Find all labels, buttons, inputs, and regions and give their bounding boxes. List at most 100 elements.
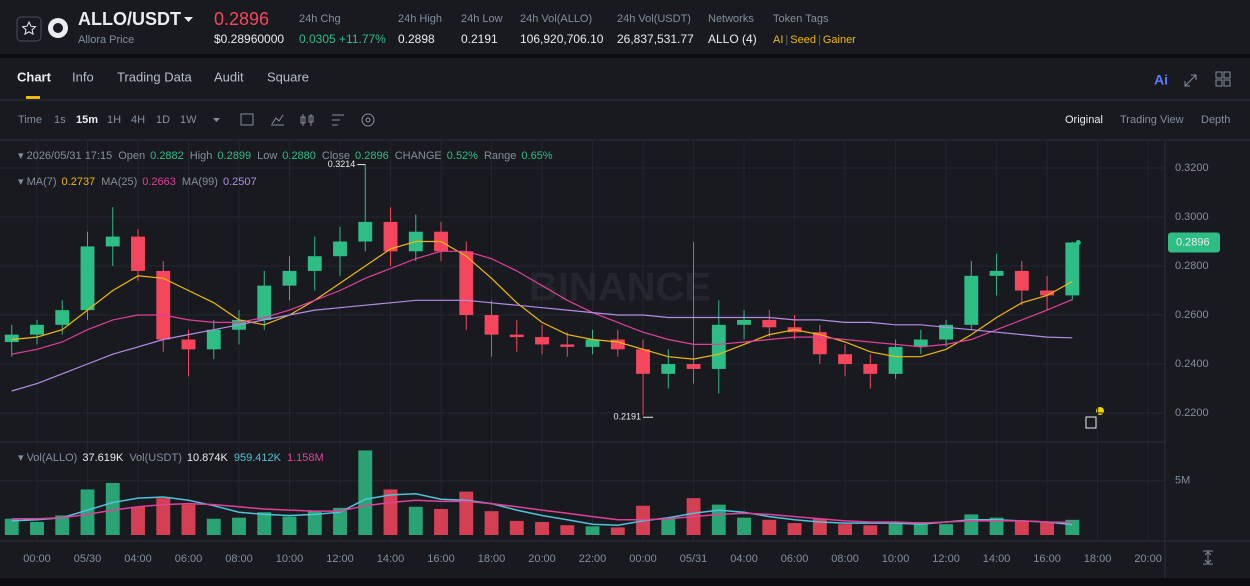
indicator-icon[interactable] (271, 114, 284, 126)
volume-bar (55, 515, 70, 535)
volume-bar (282, 516, 297, 535)
volume-bar (585, 526, 600, 535)
legend-label: Close (322, 150, 350, 162)
y-tick-label: 5M (1175, 475, 1190, 487)
candle-body (939, 324, 954, 340)
candle-body (989, 270, 1004, 276)
volume-bar (408, 506, 423, 535)
more-intervals[interactable] (213, 118, 220, 122)
candle-body (181, 339, 196, 350)
ohlc-legend: ▾ 2026/05/31 17:15 Open 0.2882 High 0.2899 Lo… (18, 150, 553, 162)
x-tick-label: 22:00 (579, 553, 607, 565)
candle-body (585, 339, 600, 347)
legend-value: 0.2737 (62, 176, 96, 188)
volume-bar (535, 521, 549, 535)
stat-value: 26,837,531.77 (617, 32, 694, 46)
volume-bar (232, 517, 246, 535)
fullscreen-icon[interactable] (1184, 74, 1197, 87)
candle-body (206, 329, 221, 350)
volume-bar (358, 450, 373, 535)
target-icon[interactable] (361, 113, 375, 127)
candle-body (282, 270, 297, 286)
candle-body (358, 221, 373, 242)
y-tick-label: 0.2800 (1175, 260, 1209, 272)
collapse-icon: ▾ (18, 452, 27, 464)
volume-bar (964, 514, 979, 535)
interval[interactable]: 1s (54, 114, 66, 126)
tag-separator: | (785, 34, 788, 46)
subtitle[interactable]: Allora Price (78, 34, 134, 46)
layout-icon (1223, 71, 1231, 79)
active-tab-underline (26, 96, 40, 99)
candle-body (333, 241, 347, 257)
layout-icon[interactable] (1215, 71, 1223, 79)
legend-value: 0.2899 (217, 150, 251, 162)
tab[interactable]: Trading Data (117, 69, 192, 84)
candle-body (484, 315, 499, 335)
last-dot (1075, 239, 1081, 245)
x-tick-label: 20:00 (528, 553, 556, 565)
symbol[interactable]: ALLO/USDT (78, 9, 181, 29)
settings-icon[interactable] (332, 114, 344, 126)
stat-label: 24h Vol(USDT) (617, 13, 691, 25)
interval[interactable]: 15m (76, 114, 98, 126)
view-option[interactable]: Trading View (1120, 114, 1184, 126)
candle-body (913, 339, 928, 347)
x-tick-label: 12:00 (932, 553, 960, 565)
tab[interactable]: Chart (17, 69, 52, 84)
tab[interactable]: Audit (214, 69, 244, 84)
chart-panel (0, 58, 1250, 578)
legend-value: 10.874K (187, 452, 229, 464)
interval[interactable]: 1H (107, 114, 121, 126)
interval: Time (18, 114, 42, 126)
legend-date: 2026/05/31 17:15 (27, 150, 113, 162)
top-bar (0, 0, 1250, 54)
volume-bar (257, 512, 272, 535)
volume-bar (307, 511, 322, 535)
volume-bar (459, 491, 474, 535)
tab[interactable]: Square (267, 69, 309, 84)
y-tick-label: 0.2400 (1175, 358, 1209, 370)
view-option[interactable]: Original (1065, 114, 1103, 126)
legend-value: 0.2882 (150, 150, 184, 162)
x-tick-label: 08:00 (831, 553, 859, 565)
volume-bar (181, 504, 196, 535)
interval[interactable]: 1W (180, 114, 197, 126)
note-icon[interactable] (1085, 416, 1097, 429)
candle-body (509, 334, 524, 338)
candle-body (459, 251, 474, 316)
x-tick-label: 05/31 (680, 553, 708, 565)
candle-body (131, 236, 145, 271)
candle-body (30, 324, 44, 335)
symbol-caret[interactable] (184, 17, 193, 22)
stat-label: 24h Vol(ALLO) (520, 13, 592, 25)
candle-body (762, 319, 777, 328)
candle-body (610, 339, 625, 350)
tab[interactable]: Info (72, 69, 94, 84)
favorite-button[interactable] (16, 16, 42, 42)
stat-label: 24h High (398, 13, 442, 25)
volume-bar (80, 489, 95, 535)
legend-value: 0.2880 (282, 150, 316, 162)
volume-bar (206, 518, 221, 535)
calendar-icon[interactable] (240, 113, 254, 126)
candle-body (535, 337, 549, 345)
ma-line (11, 250, 1073, 355)
candle-body (711, 324, 726, 369)
candle-body (307, 256, 322, 271)
legend-value: 0.2896 (355, 150, 389, 162)
volume-bar (333, 507, 347, 535)
interval[interactable]: 1D (156, 114, 170, 126)
legend-label: MA(7) (27, 176, 57, 188)
reset-icon[interactable] (1203, 550, 1213, 565)
stat-value: 0.2191 (461, 32, 498, 46)
legend-label: Vol(USDT) (129, 452, 182, 464)
view-option[interactable]: Depth (1201, 114, 1230, 126)
ai-button[interactable]: Ai (1154, 72, 1168, 88)
candle-icon[interactable] (300, 114, 314, 126)
candle-body (156, 270, 171, 340)
interval[interactable]: 4H (131, 114, 145, 126)
volume-bar (939, 524, 954, 535)
legend-label: MA(25) (101, 176, 137, 188)
